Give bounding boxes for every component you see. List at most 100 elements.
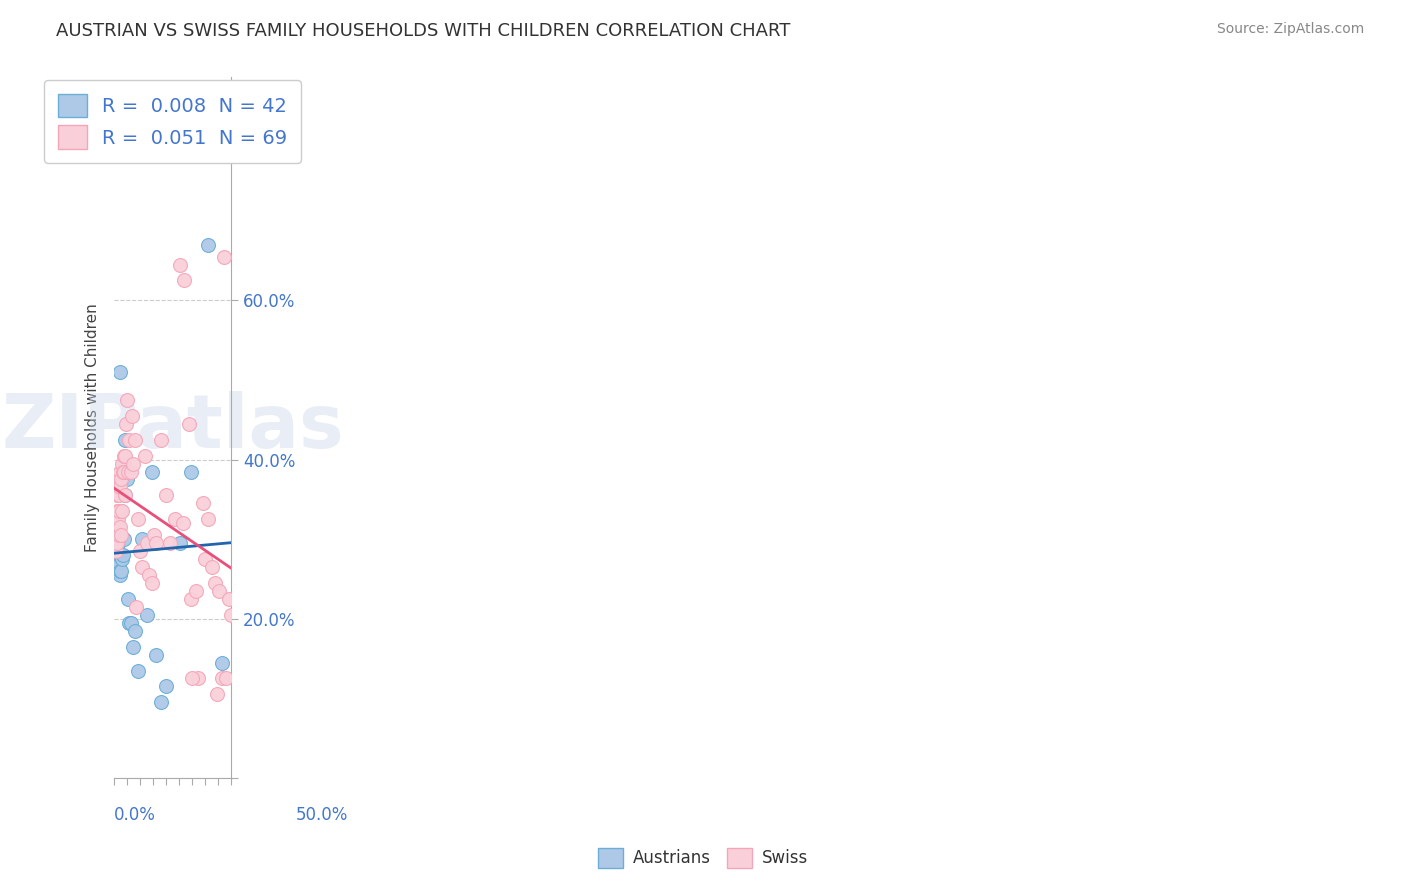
Point (107, 536, 129, 550)
Point (111, 473, 134, 487)
Point (115, 417, 138, 431)
Point (180, 591, 202, 606)
Point (211, 672, 233, 686)
Point (208, 583, 231, 598)
Point (138, 568, 160, 582)
Point (149, 695, 172, 709)
Point (124, 433, 146, 447)
Point (115, 392, 138, 407)
Point (114, 488, 136, 502)
Point (205, 687, 228, 701)
Point (120, 465, 142, 479)
Point (118, 433, 141, 447)
Point (131, 532, 153, 546)
Text: 50.0%: 50.0% (295, 806, 347, 824)
Legend: Austrians, Swiss: Austrians, Swiss (591, 841, 815, 875)
Point (127, 664, 149, 678)
Point (114, 449, 136, 463)
Point (110, 365, 132, 379)
Point (169, 258, 191, 272)
Point (112, 449, 135, 463)
Point (184, 583, 207, 598)
Point (122, 457, 145, 471)
Point (149, 433, 172, 447)
Point (155, 488, 177, 502)
Point (105, 536, 128, 550)
Point (110, 473, 132, 487)
Point (112, 548, 135, 562)
Point (122, 640, 145, 654)
Point (105, 512, 128, 526)
Point (110, 465, 132, 479)
Point (107, 544, 129, 558)
Point (104, 536, 127, 550)
Point (104, 544, 127, 558)
Point (155, 680, 177, 694)
Point (104, 528, 127, 542)
Point (181, 672, 204, 686)
Point (145, 536, 167, 550)
Point (108, 564, 131, 578)
Point (120, 615, 142, 630)
Point (169, 536, 191, 550)
Point (215, 672, 238, 686)
Point (107, 512, 129, 526)
Point (142, 528, 165, 542)
Point (180, 465, 202, 479)
Point (159, 536, 181, 550)
Point (108, 568, 131, 582)
Point (163, 512, 186, 526)
Point (108, 488, 131, 502)
Point (172, 516, 194, 531)
Point (115, 473, 138, 487)
Point (110, 564, 132, 578)
Legend: R =  0.008  N = 42, R =  0.051  N = 69: R = 0.008 N = 42, R = 0.051 N = 69 (44, 80, 301, 162)
Point (197, 512, 219, 526)
Point (201, 560, 224, 574)
Point (108, 520, 131, 534)
Point (194, 552, 217, 566)
Point (219, 607, 242, 622)
Point (141, 465, 163, 479)
Point (117, 591, 139, 606)
Point (104, 540, 127, 554)
Point (108, 548, 131, 562)
Point (112, 465, 135, 479)
Point (105, 512, 128, 526)
Point (135, 607, 157, 622)
Point (118, 615, 141, 630)
Point (105, 504, 128, 518)
Point (197, 237, 219, 252)
Point (108, 504, 131, 518)
Point (125, 599, 148, 614)
Text: AUSTRIAN VS SWISS FAMILY HOUSEHOLDS WITH CHILDREN CORRELATION CHART: AUSTRIAN VS SWISS FAMILY HOUSEHOLDS WITH… (56, 22, 790, 40)
Point (110, 528, 132, 542)
Point (114, 488, 136, 502)
Point (111, 457, 134, 471)
Point (212, 250, 235, 264)
Point (173, 273, 195, 287)
Point (105, 524, 128, 539)
Point (127, 512, 149, 526)
Point (105, 488, 128, 502)
Point (108, 480, 131, 494)
Point (112, 457, 135, 471)
Text: Source: ZipAtlas.com: Source: ZipAtlas.com (1216, 22, 1364, 37)
Point (135, 536, 157, 550)
Point (110, 504, 132, 518)
Point (111, 552, 134, 566)
Point (131, 560, 153, 574)
Text: 0.0%: 0.0% (114, 806, 156, 824)
Point (177, 417, 200, 431)
Point (112, 532, 135, 546)
Point (107, 560, 129, 574)
Point (107, 552, 129, 566)
Point (108, 556, 131, 570)
Point (107, 480, 129, 494)
Text: ZIPatlas: ZIPatlas (1, 392, 344, 464)
Point (110, 548, 132, 562)
Point (211, 656, 233, 670)
Point (114, 433, 136, 447)
Point (145, 648, 167, 662)
Point (111, 504, 134, 518)
